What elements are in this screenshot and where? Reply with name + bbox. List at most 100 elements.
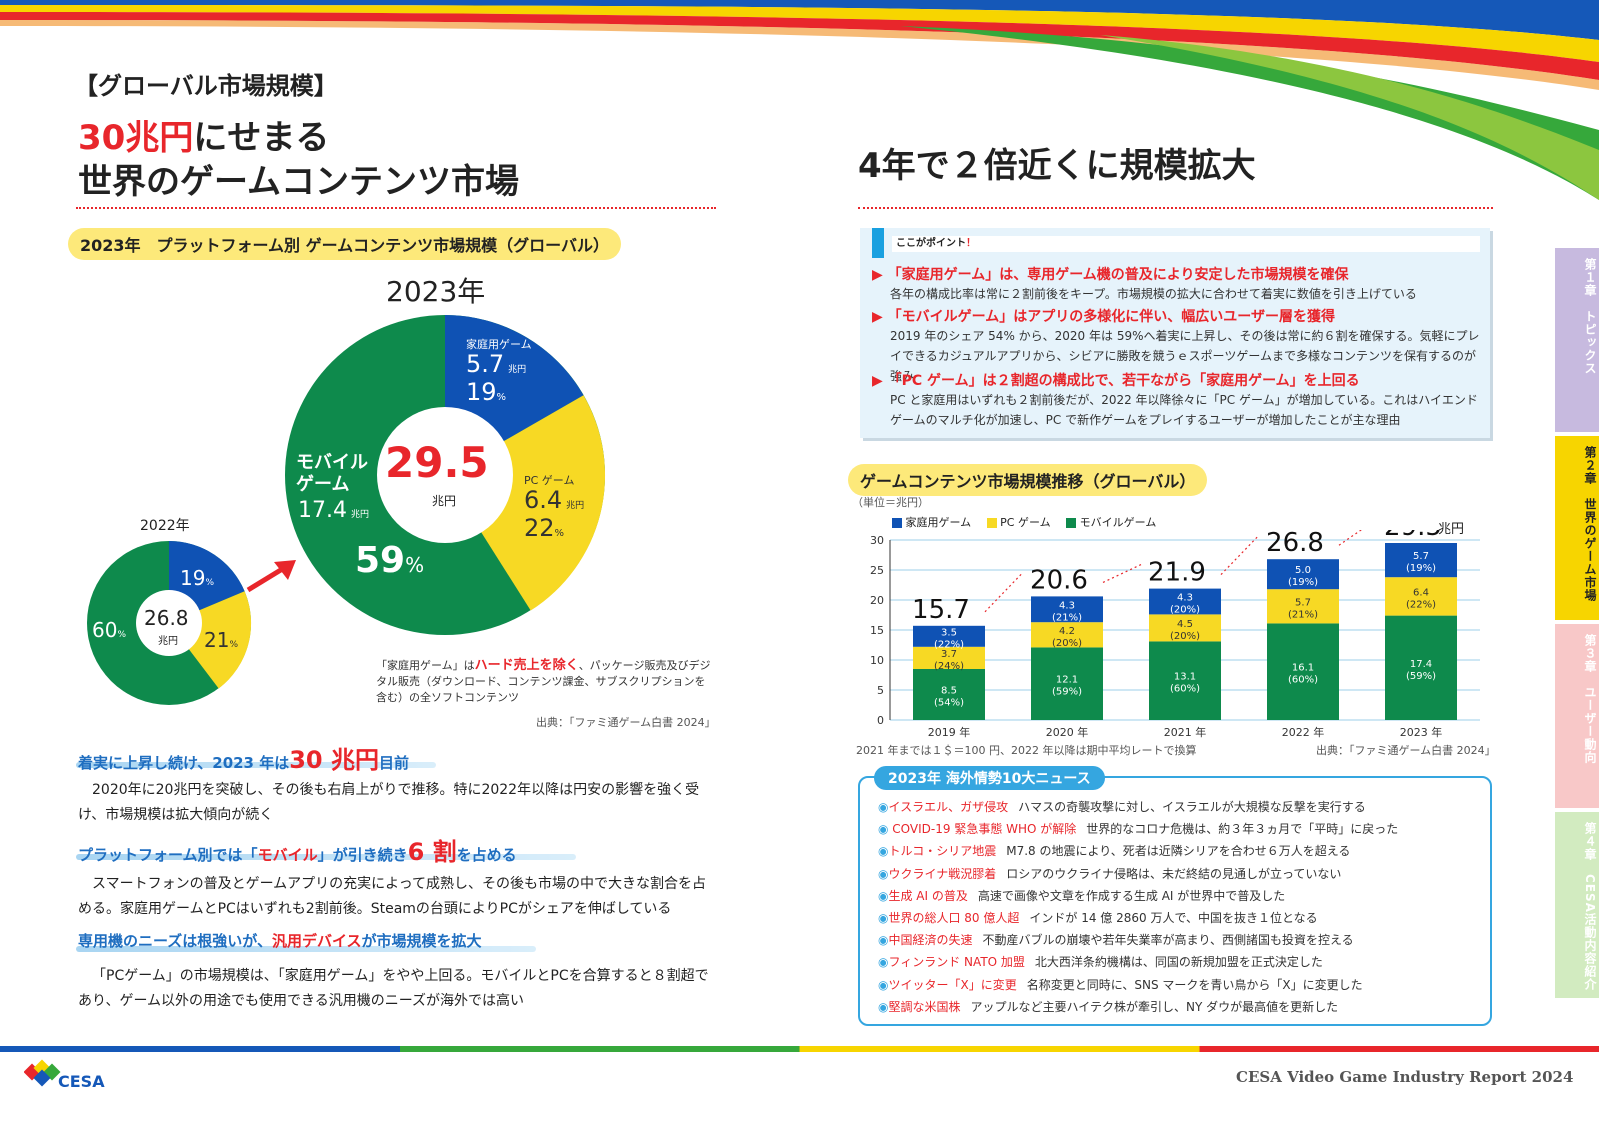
point-2-title: ▶ 「モバイルゲーム」はアプリの多様化に伴い、幅広いユーザー層を獲得	[872, 309, 1335, 325]
bar-value-label: 6.4	[1413, 587, 1429, 598]
news-item: ◉堅調な米国株 アップルなど主要ハイテク株が牽引し、NY ダウが最高値を更新した	[878, 998, 1338, 1015]
pc-label: PC ゲーム	[524, 474, 575, 487]
news-item-text: ハマスの奇襲攻撃に対し、イスラエルが大規模な反撃を実行する	[1018, 800, 1366, 814]
point-3-title: ▶ 「PC ゲーム」は２割超の構成比で、若干ながら「家庭用ゲーム」を上回る	[872, 373, 1360, 389]
point-3-body: PC と家庭用はいずれも２割前後だが、2022 年以降徐々に「PC ゲーム」が増…	[890, 393, 1478, 427]
bar-value-label: 17.4	[1410, 659, 1432, 670]
h2-red: モバイル	[257, 846, 318, 864]
news-item-head: ツイッター「X」に変更	[888, 977, 1017, 992]
news-item-text: インドが 14 億 2860 万人で、中国を抜き１位となる	[1029, 911, 1318, 925]
bar-segment	[1149, 641, 1221, 720]
x-tick-label: 2021 年	[1164, 725, 1207, 739]
bar-footnote: 2021 年までは１＄＝100 円、2022 年以降は期中平均レートで換算	[856, 744, 1197, 757]
bar-pct-label: (24%)	[934, 661, 964, 672]
bar-pct-label: (22%)	[934, 639, 964, 650]
small-mobile-pct-group: 60%	[92, 618, 126, 642]
point-1-title: ▶ 「家庭用ゲーム」は、専用ゲーム機の普及により安定した市場規模を確保	[872, 267, 1349, 283]
cesa-logo-icon	[24, 1059, 61, 1087]
h3-red: 汎用デバイス	[271, 932, 362, 950]
points-accent-bar	[872, 228, 884, 258]
legend-mobile: モバイルゲーム	[1079, 516, 1157, 529]
points-box: ここがポイント！ ▶ 「家庭用ゲーム」は、専用ゲーム機の普及により安定した市場規…	[860, 228, 1490, 438]
growth-connector	[984, 571, 1024, 613]
bar-pct-label: (60%)	[1170, 684, 1200, 695]
y-tick-label: 5	[877, 684, 884, 697]
side-tab-chapter1[interactable]: 第１章 トピックス	[1555, 248, 1599, 432]
bar-pct-label: (21%)	[1052, 612, 1082, 623]
side-tab-chapter3[interactable]: 第３章 ユーザー動向	[1555, 624, 1599, 808]
bar-segment	[913, 669, 985, 720]
x-tick-label: 2019 年	[928, 725, 971, 739]
pie-source: 出典：「ファミ通ゲーム白書 2024」	[536, 716, 716, 729]
news-item: ◉ COVID-19 緊急事態 WHO が解除 世界的なコロナ危機は、約３年３ヵ月…	[878, 820, 1398, 837]
left-subhead-1: 着実に上昇し続け、2023 年は30 兆円目前	[78, 740, 409, 775]
section-tag: 【グローバル市場規模】	[74, 72, 338, 100]
y-tick-label: 10	[870, 654, 884, 667]
news-item-text: 名称変更と同時に、SNS マークを青い鳥から「X」に変更した	[1026, 977, 1363, 992]
small-mobile-pct: 60	[92, 618, 118, 642]
news-item: ◉ツイッター「X」に変更 名称変更と同時に、SNS マークを青い鳥から「X」に変更…	[878, 976, 1363, 993]
bar-value-label: 5.7	[1295, 597, 1311, 608]
bar-value-label: 3.7	[941, 649, 957, 660]
bar-value-label: 8.5	[941, 686, 957, 697]
footer-logo-text: CESA	[58, 1072, 105, 1091]
point-3-title-text: 「PC ゲーム」は２割超の構成比で、若干ながら「家庭用ゲーム」を上回る	[887, 373, 1360, 389]
legend-swatch-pc	[986, 518, 997, 528]
small-pc-pct: 21	[204, 628, 230, 652]
bar-pct-label: (59%)	[1052, 687, 1082, 698]
bar-segment	[1385, 543, 1457, 578]
news-item-text: 北大西洋条約機構は、同国の新規加盟を正式決定した	[1034, 955, 1323, 970]
small-console-pct: 19	[180, 566, 206, 590]
bar-value-label: 4.2	[1059, 626, 1075, 637]
bar-pct-label: (60%)	[1288, 675, 1318, 686]
news-item-head: COVID-19 緊急事態 WHO が解除	[888, 822, 1077, 837]
x-tick-label: 2020 年	[1046, 725, 1089, 739]
bar-segment	[913, 646, 985, 669]
bar-chart-area: 0 5 10 15 20 25 30 8.5 (54%) 3.7 (24%) 3.5 (22%) 2019…	[858, 512, 1494, 750]
news-bullet-icon: ◉	[878, 955, 889, 970]
bar-total-label: 29.5	[1384, 530, 1442, 542]
side-tab-chapter4[interactable]: 第４章 CESA活動内容紹介	[1555, 812, 1599, 998]
pie-chart-2023	[285, 315, 606, 635]
mobile-label-1: モバイル	[296, 452, 368, 473]
y-tick-label: 30	[870, 534, 884, 547]
bar-segment	[1267, 589, 1339, 624]
news-item-head: トルコ・シリア地震	[888, 844, 997, 859]
h2-post: を占める	[456, 846, 517, 864]
news-bullet-icon: ◉	[878, 800, 889, 814]
console-pct: 19	[466, 378, 497, 406]
y-tick-label: 0	[877, 714, 884, 727]
small-console-pct-sign: %	[205, 578, 215, 588]
bar-pct-label: (19%)	[1406, 563, 1436, 574]
growth-connector	[1102, 564, 1142, 583]
h2-mid: 」が引き続き	[317, 846, 408, 864]
growth-connector	[1220, 534, 1260, 576]
bar-value-label: 16.1	[1292, 663, 1314, 674]
bar-value-label: 4.3	[1177, 593, 1193, 604]
x-tick-label: 2022 年	[1282, 725, 1325, 739]
y-tick-label: 20	[870, 594, 884, 607]
y-tick-label: 25	[870, 564, 884, 577]
bar-value-label: 12.1	[1056, 675, 1078, 686]
news-item-head: 堅調な米国株	[888, 999, 961, 1014]
small-pie-hole	[136, 590, 202, 656]
pc-pct-sign: %	[554, 528, 565, 539]
bar-legend: 家庭用ゲーム PC ゲーム モバイルゲーム	[892, 514, 1156, 530]
bar-total-label: 20.6	[1030, 565, 1088, 595]
top-stripes-decoration	[0, 0, 1599, 200]
bar-pct-label: (22%)	[1406, 599, 1436, 610]
point-2-title-text: 「モバイルゲーム」はアプリの多様化に伴い、幅広いユーザー層を獲得	[887, 309, 1335, 325]
right-headline: 4年で２倍近くに規模拡大	[858, 146, 1256, 186]
news-bullet-icon: ◉	[878, 933, 889, 948]
h3-underline	[76, 946, 536, 952]
main-headline: 30兆円にせまる 世界のゲームコンテンツ市場	[78, 116, 519, 204]
news-item-text: アップルなど主要ハイテク株が牽引し、NY ダウが最高値を更新した	[970, 999, 1339, 1014]
side-tab-chapter2[interactable]: 第２章 世界のゲーム市場	[1555, 436, 1599, 620]
h3-pre: 専用機のニーズは根強いが、	[78, 932, 272, 950]
console-label: 家庭用ゲーム	[466, 338, 532, 351]
bar-value-label: 13.1	[1174, 672, 1196, 683]
bar-segment	[1385, 577, 1457, 616]
point-1-body: 各年の構成比率は常に２割前後をキープ。市場規模の拡大に合わせて着実に数値を引き上…	[890, 287, 1417, 301]
point-2-body: 2019 年のシェア 54% から、2020 年は 59%へ着実に上昇し、その後…	[890, 329, 1480, 383]
pc-unit: 兆円	[566, 501, 585, 511]
